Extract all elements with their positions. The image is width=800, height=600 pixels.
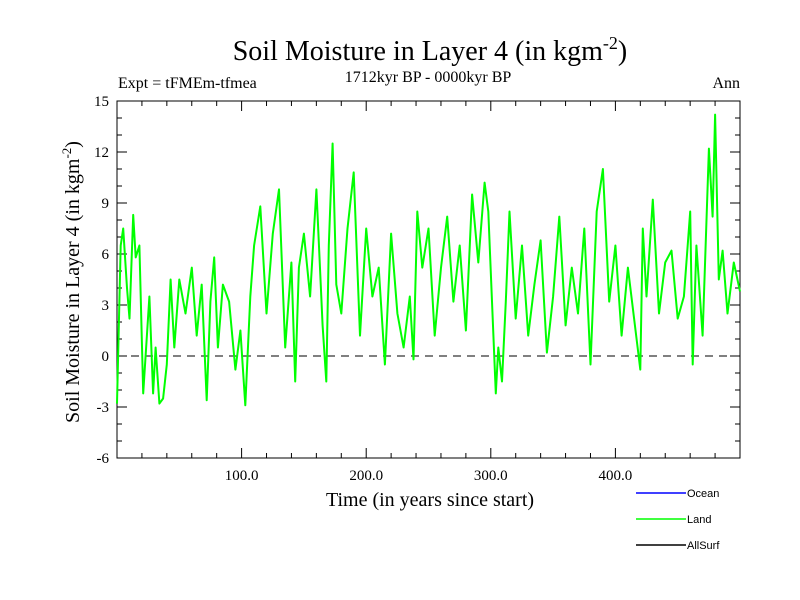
y-tick-label: -6 bbox=[97, 451, 110, 467]
y-tick-label: 0 bbox=[102, 349, 110, 365]
x-axis-minor-ticks bbox=[141, 101, 716, 458]
chart-title-close: ) bbox=[618, 36, 627, 67]
y-tick-label: 9 bbox=[102, 196, 110, 212]
y-axis-label: Soil Moisture in Layer 4 (in kgm-2) bbox=[59, 141, 84, 423]
expt-label: Expt = tFMEm-tfmea bbox=[118, 75, 257, 92]
y-axis-label-close: ) bbox=[62, 141, 84, 148]
y-axis-minor-ticks bbox=[117, 117, 740, 442]
chart-subtitle: 1712kyr BP - 0000kyr BP bbox=[345, 69, 512, 86]
legend-label-ocean: Ocean bbox=[687, 488, 719, 500]
y-tick-label: 6 bbox=[102, 247, 110, 263]
y-tick-label: 15 bbox=[94, 94, 109, 110]
chart-title: Soil Moisture in Layer 4 (in kgm-2) bbox=[233, 33, 628, 67]
legend-label-land: Land bbox=[687, 514, 711, 526]
y-tick-label: 3 bbox=[102, 298, 110, 314]
x-tick-label: 300.0 bbox=[474, 468, 508, 484]
x-tick-label: 100.0 bbox=[225, 468, 259, 484]
chart-title-superscript: -2 bbox=[603, 33, 618, 53]
y-tick-label: -3 bbox=[97, 400, 110, 416]
x-tick-label: 400.0 bbox=[599, 468, 633, 484]
series-land-line bbox=[116, 113, 741, 407]
x-tick-label: 200.0 bbox=[349, 468, 383, 484]
plot-frame bbox=[116, 100, 741, 459]
y-axis-label-main: Soil Moisture in Layer 4 (in kgm bbox=[62, 158, 84, 423]
chart-title-main: Soil Moisture in Layer 4 (in kgm bbox=[233, 36, 603, 67]
y-axis-ticks: -6 -3 0 3 6 9 12 15 bbox=[94, 94, 740, 467]
legend: Ocean Land AllSurf bbox=[636, 488, 720, 552]
y-tick-label: 12 bbox=[94, 145, 109, 161]
x-axis-ticks: 100.0 200.0 300.0 400.0 bbox=[225, 101, 633, 484]
y-axis-label-superscript: -2 bbox=[59, 148, 74, 159]
legend-label-allsurf: AllSurf bbox=[687, 540, 720, 552]
season-label: Ann bbox=[712, 75, 740, 92]
x-axis-label: Time (in years since start) bbox=[326, 489, 534, 511]
